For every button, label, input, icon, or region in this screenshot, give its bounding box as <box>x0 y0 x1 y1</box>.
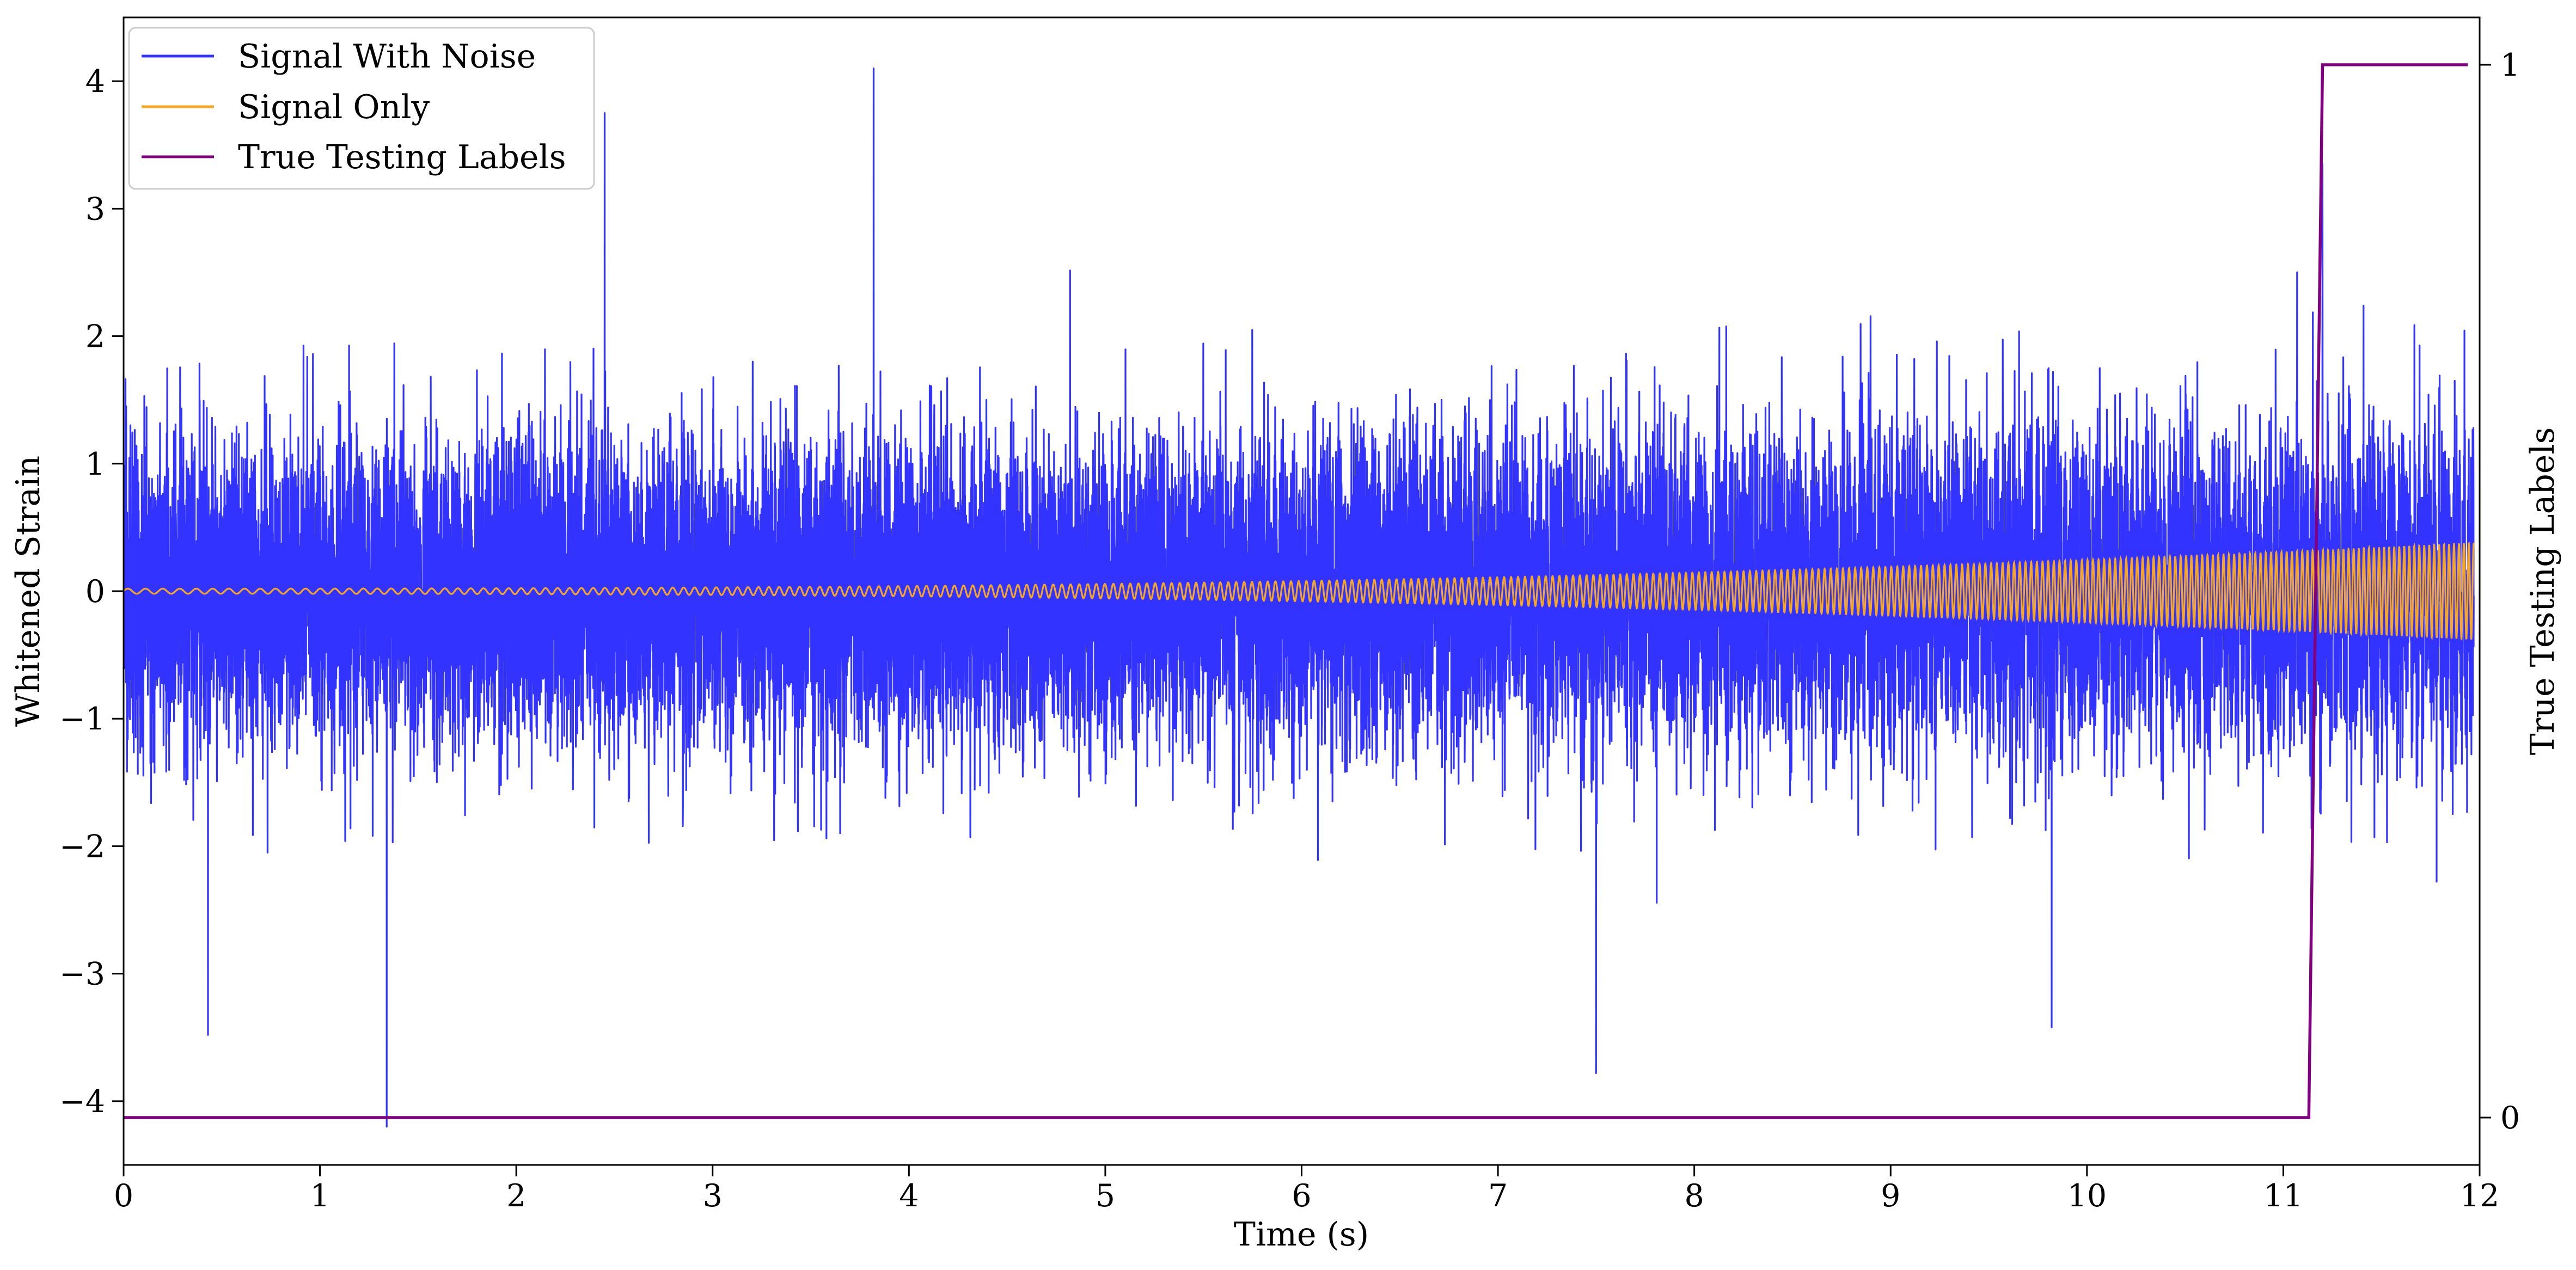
y-tick-label: −1 <box>59 701 105 737</box>
legend-label-true-testing-labels: True Testing Labels <box>238 138 566 176</box>
y-axis-right: 01 <box>2480 47 2520 1136</box>
x-tick-label: 7 <box>1488 1178 1508 1214</box>
y-tick-label: 4 <box>85 64 105 100</box>
legend-label-signal-with-noise: Signal With Noise <box>238 38 536 76</box>
x-tick-label: 12 <box>2460 1178 2500 1214</box>
x-tick-label: 10 <box>2067 1178 2107 1214</box>
x-axis-label: Time (s) <box>1234 1216 1369 1254</box>
y2-axis-label: True Testing Labels <box>2524 427 2562 756</box>
legend: Signal With Noise Signal Only True Testi… <box>128 27 595 190</box>
x-tick-label: 0 <box>114 1178 133 1214</box>
y-tick-label: 1 <box>85 446 105 482</box>
y2-tick-label: 0 <box>2500 1100 2520 1136</box>
y-axis-label: Whitened Strain <box>9 456 47 727</box>
y-tick-label: −4 <box>59 1084 105 1120</box>
x-tick-label: 6 <box>1292 1178 1311 1214</box>
x-tick-label: 3 <box>703 1178 723 1214</box>
x-tick-label: 2 <box>506 1178 526 1214</box>
y-axis-left: −4 −3 −2 −1 0 1 2 3 4 <box>59 64 124 1120</box>
y2-tick-label: 1 <box>2500 47 2520 83</box>
y-tick-label: 2 <box>85 319 105 355</box>
series-line-signal-only <box>124 542 2475 641</box>
series-line-true-testing-labels <box>124 63 2468 1119</box>
x-tick-label: 8 <box>1685 1178 1704 1214</box>
x-axis: 0 1 2 3 4 5 6 7 8 9 10 11 12 <box>114 1165 2499 1214</box>
y-tick-label: 0 <box>85 574 105 610</box>
x-tick-label: 11 <box>2263 1178 2303 1214</box>
legend-label-signal-only: Signal Only <box>238 88 430 126</box>
x-tick-label: 1 <box>310 1178 329 1214</box>
y-tick-label: −3 <box>59 956 105 992</box>
y-tick-label: 3 <box>85 191 105 227</box>
legend-box <box>128 27 595 190</box>
x-tick-label: 5 <box>1096 1178 1115 1214</box>
plot-area <box>124 63 2475 1128</box>
y-tick-label: −2 <box>59 829 105 864</box>
x-tick-label: 9 <box>1881 1178 1900 1214</box>
x-tick-label: 4 <box>899 1178 919 1214</box>
